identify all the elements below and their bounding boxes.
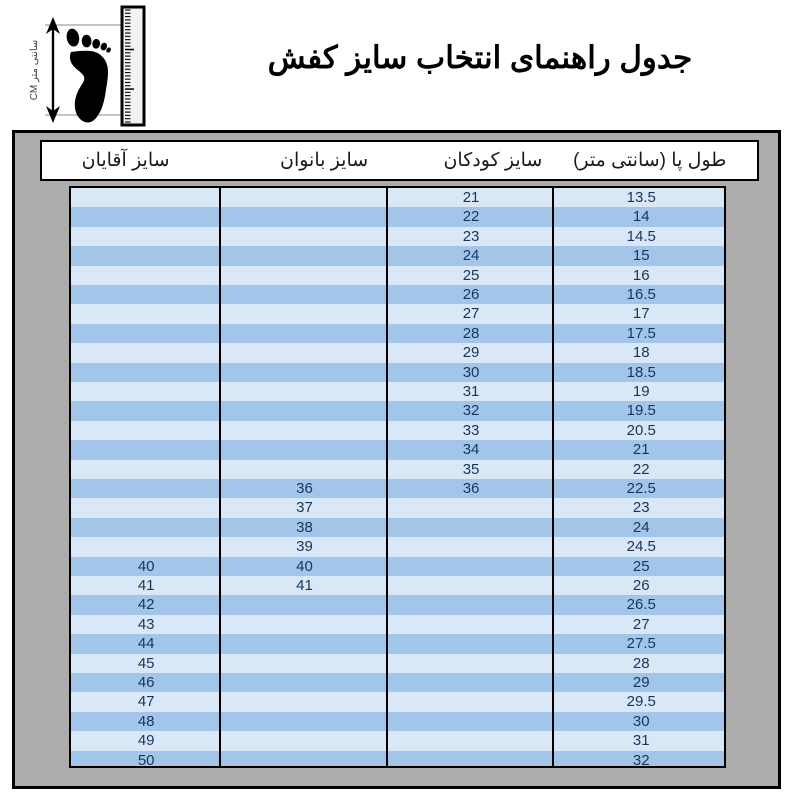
svg-text:سانتی متر CM: سانتی متر CM	[29, 40, 40, 101]
